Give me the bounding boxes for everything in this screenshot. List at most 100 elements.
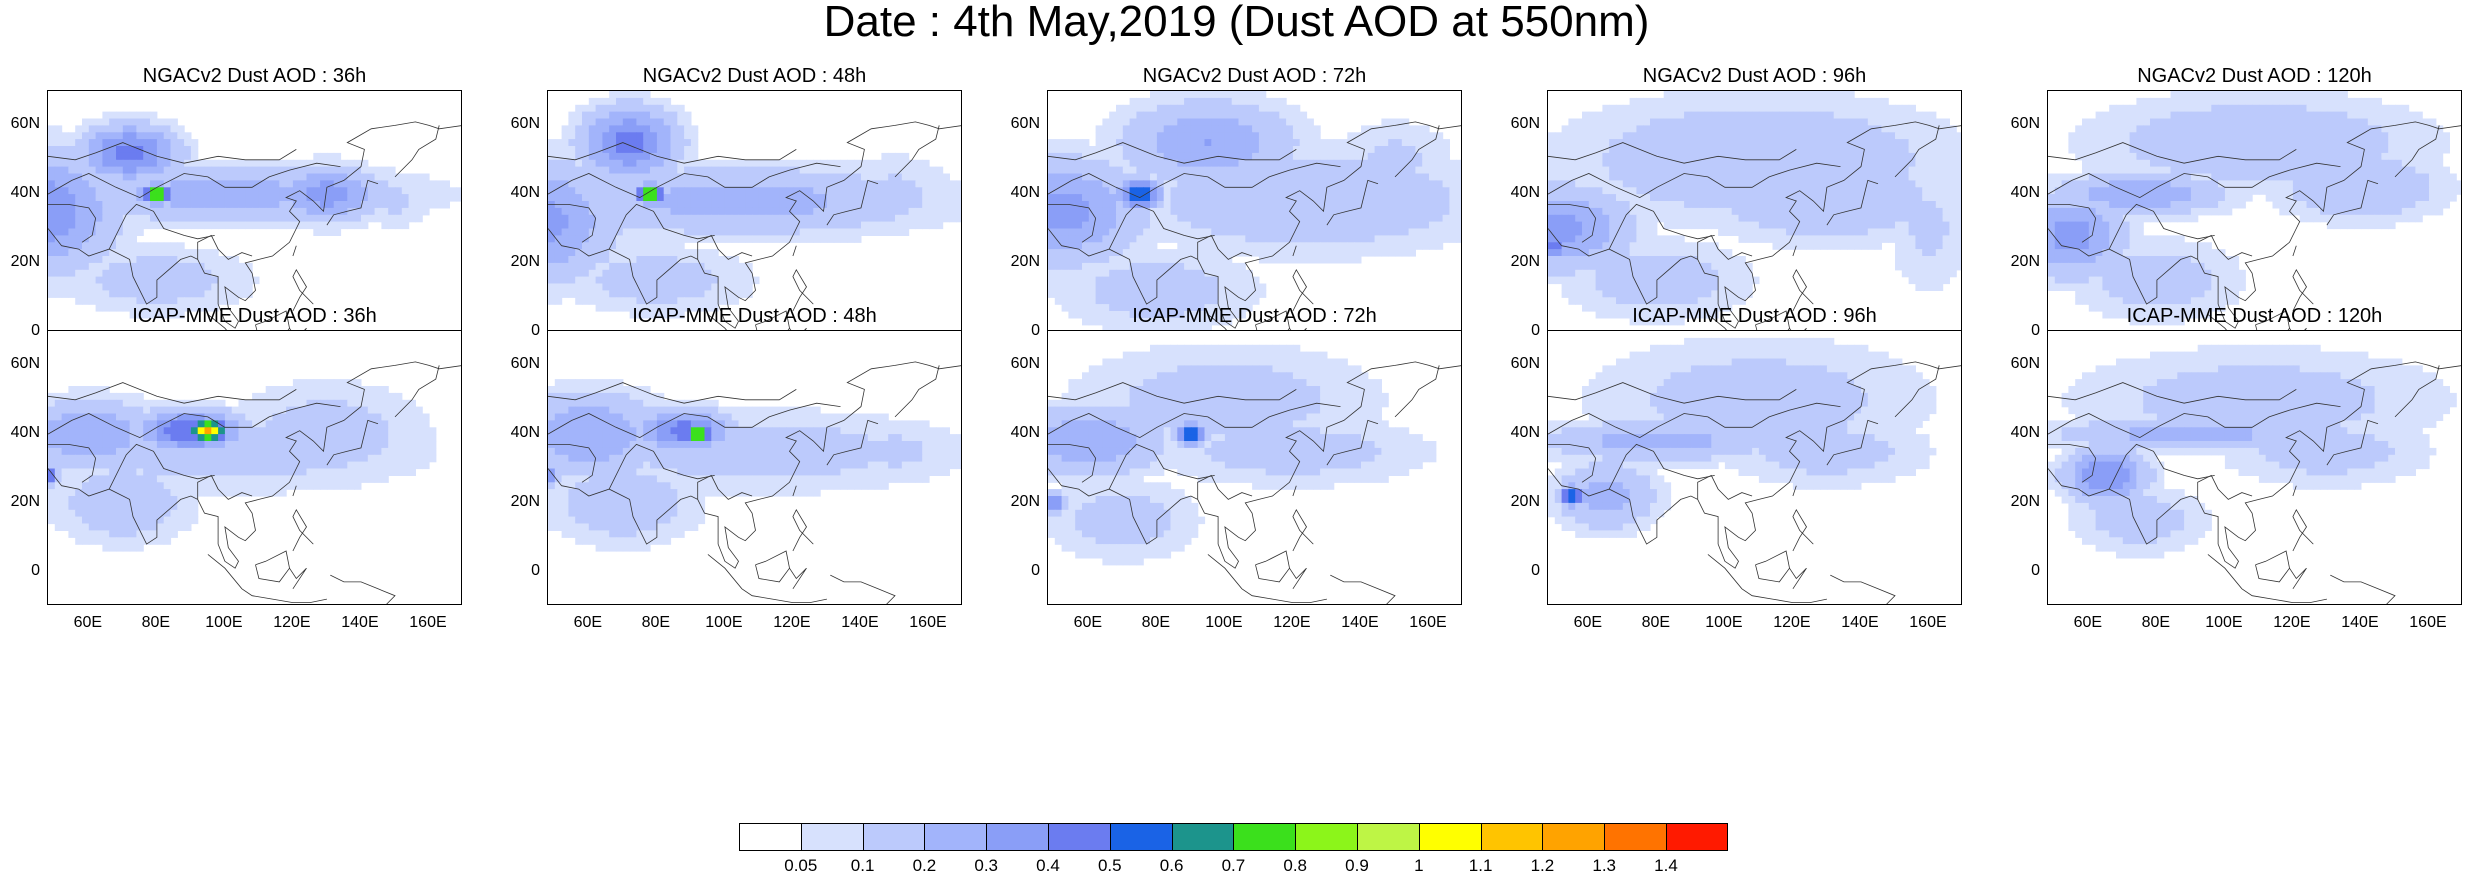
aod-cell <box>807 160 814 168</box>
aod-cell <box>650 256 657 264</box>
aod-cell <box>68 146 75 154</box>
aod-cell <box>575 284 582 292</box>
aod-cell <box>1943 167 1950 175</box>
aod-cell <box>1949 153 1956 161</box>
aod-cell <box>1456 194 1462 202</box>
aod-cell <box>1956 187 1962 195</box>
aod-cell <box>150 160 157 168</box>
aod-cell <box>1307 174 1314 182</box>
aod-cell <box>48 284 55 292</box>
aod-cell <box>1245 284 1252 292</box>
aod-cell <box>1232 242 1239 250</box>
aod-cell <box>1130 167 1137 175</box>
aod-cell <box>1286 160 1293 168</box>
aod-cell <box>1347 222 1354 230</box>
aod-cell <box>943 215 950 223</box>
aod-cell <box>1813 132 1820 140</box>
aod-cell <box>1752 119 1759 127</box>
aod-cell <box>1164 249 1171 257</box>
aod-cell <box>1313 174 1320 182</box>
aod-cell <box>1636 187 1643 195</box>
aod-cell <box>1847 125 1854 132</box>
aod-cell <box>636 256 643 264</box>
aod-cell <box>409 201 416 209</box>
aod-cell <box>705 263 712 271</box>
aod-cell <box>1375 208 1382 216</box>
aod-cell <box>705 180 712 188</box>
aod-cell <box>1402 125 1409 132</box>
aod-cell <box>1245 174 1252 182</box>
aod-cell <box>657 201 664 209</box>
aod-cell <box>1402 119 1409 127</box>
aod-cell <box>239 167 246 175</box>
aod-cell <box>1225 270 1232 278</box>
aod-cell <box>875 201 882 209</box>
aod-cell <box>1239 180 1246 188</box>
aod-cell <box>1130 256 1137 264</box>
aod-cell <box>1943 160 1950 168</box>
aod-cell <box>1375 187 1382 195</box>
aod-cell <box>286 160 293 168</box>
aod-cell <box>1677 222 1684 230</box>
aod-cell <box>636 98 643 106</box>
aod-cell <box>1691 208 1698 216</box>
aod-cell <box>766 194 773 202</box>
aod-cell <box>239 222 246 230</box>
aod-cell <box>1575 215 1582 223</box>
aod-cell <box>415 215 422 223</box>
aod-cell <box>1347 194 1354 202</box>
aod-cell <box>1909 125 1916 132</box>
aod-cell <box>191 139 198 147</box>
aod-cell <box>1705 167 1712 175</box>
aod-cell <box>589 187 596 195</box>
aod-cell <box>136 112 143 120</box>
aod-cell <box>630 125 637 132</box>
aod-cell <box>82 180 89 188</box>
aod-cell <box>881 187 888 195</box>
aod-cell <box>643 153 650 161</box>
aod-cell <box>68 249 75 257</box>
aod-cell <box>136 139 143 147</box>
aod-cell <box>1409 208 1416 216</box>
aod-cell <box>671 194 678 202</box>
aod-cell <box>177 201 184 209</box>
aod-cell <box>1562 222 1569 230</box>
aod-cell <box>1266 194 1273 202</box>
aod-cell <box>239 160 246 168</box>
aod-cell <box>1048 277 1055 285</box>
aod-cell <box>1854 229 1861 237</box>
aod-cell <box>711 297 718 305</box>
aod-cell <box>1562 229 1569 237</box>
aod-cell <box>1211 215 1218 223</box>
aod-cell <box>109 112 116 120</box>
aod-cell <box>677 235 684 243</box>
aod-cell <box>1096 229 1103 237</box>
aod-cell <box>725 297 732 305</box>
aod-cell <box>1252 208 1259 216</box>
aod-cell <box>1555 146 1562 154</box>
aod-cell <box>1766 208 1773 216</box>
aod-cell <box>1949 167 1956 175</box>
aod-cell <box>1915 112 1922 120</box>
y-tick-label: 40N <box>0 185 40 201</box>
aod-cell <box>1096 132 1103 140</box>
aod-cell <box>1089 174 1096 182</box>
aod-cell <box>582 270 589 278</box>
aod-cell <box>395 208 402 216</box>
aod-cell <box>786 215 793 223</box>
aod-cell <box>1211 194 1218 202</box>
aod-cell <box>116 112 123 120</box>
aod-cell <box>1915 174 1922 182</box>
aod-cell <box>1048 290 1055 298</box>
aod-cell <box>102 242 109 250</box>
aod-cell <box>773 167 780 175</box>
aod-cell <box>650 132 657 140</box>
aod-cell <box>1732 98 1739 106</box>
aod-cell <box>1347 256 1354 264</box>
aod-cell <box>820 222 827 230</box>
aod-cell <box>273 160 280 168</box>
aod-cell <box>1575 208 1582 216</box>
aod-cell <box>75 263 82 271</box>
aod-cell <box>1739 91 1746 99</box>
aod-cell <box>1082 290 1089 298</box>
